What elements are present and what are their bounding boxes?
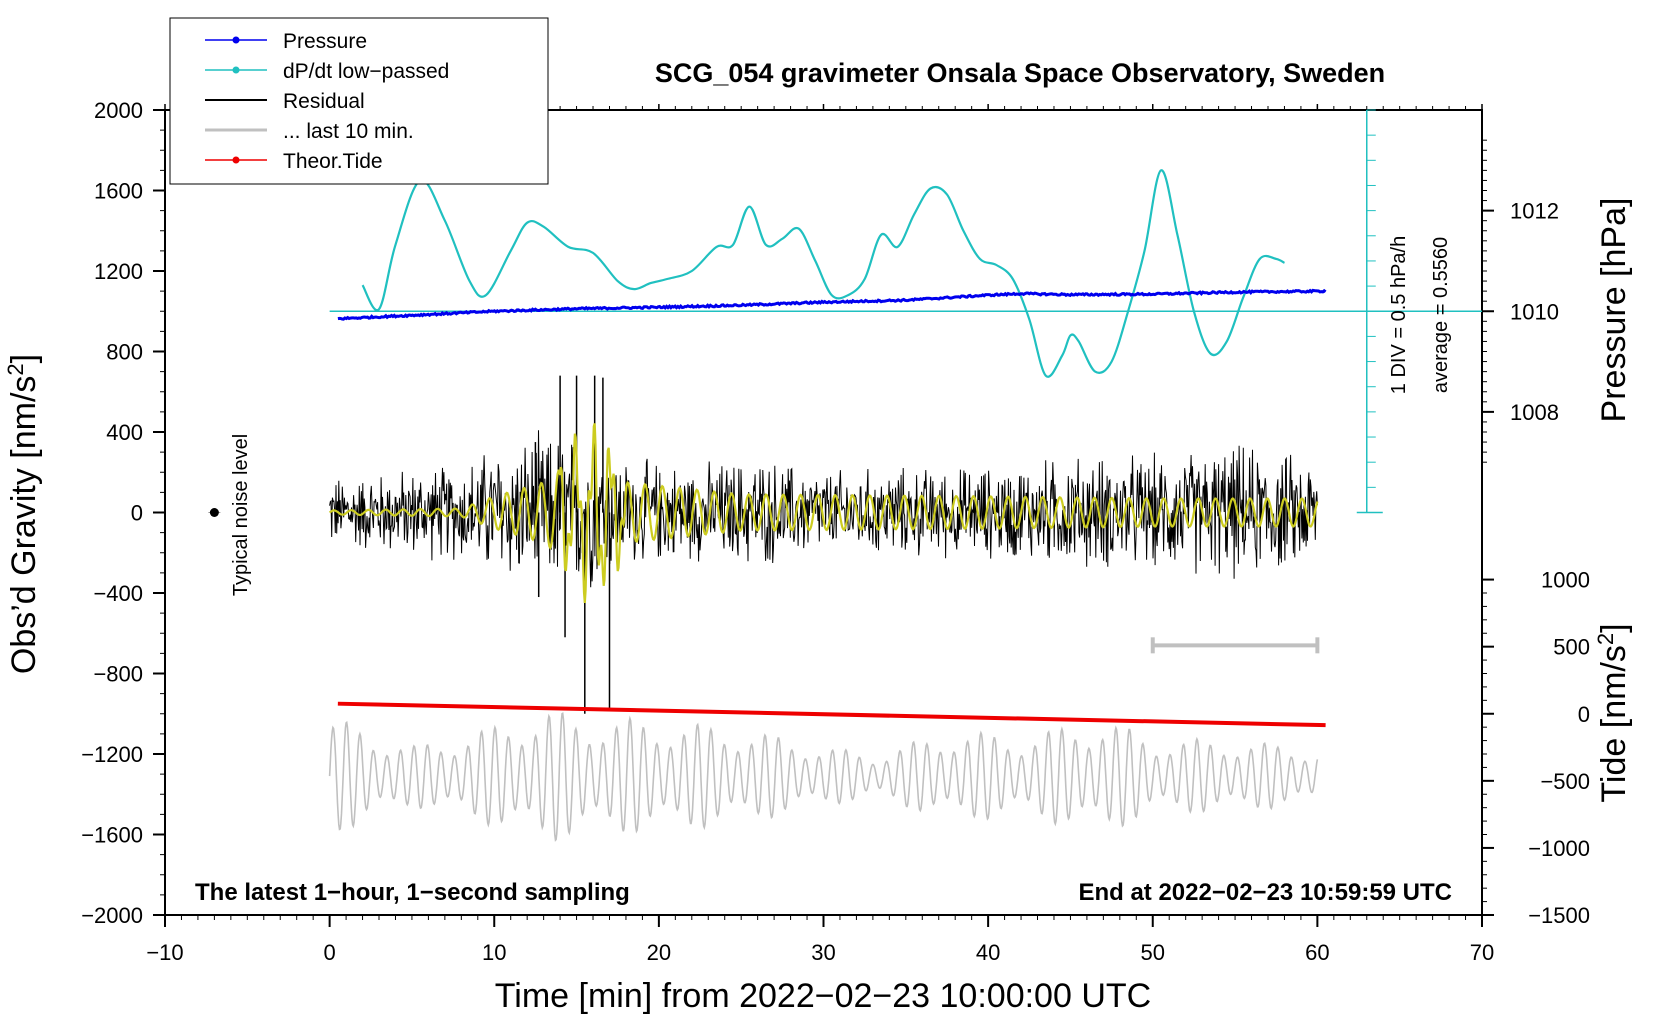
axis-ticks [153,104,1494,927]
y-axis-title-tide-main: Tide [nm/s [1595,645,1633,802]
y-tick-label: −1600 [81,823,143,848]
x-tick-label: 60 [1305,940,1329,965]
tick-labels: −10 0 10 20 30 40 50 60 70 2000 1600 1200 800 400 0 −40… [81,98,1590,965]
x-tick-label: 10 [482,940,506,965]
series-pressure [337,288,1327,321]
y-axis-title-tide-tail: ] [1595,623,1633,632]
y-axis-title-tide-sup: 2 [1593,633,1618,645]
tide-tick-label: 500 [1553,635,1590,660]
legend-label-dpdt: dP/dt low−passed [283,60,449,83]
chart-title: SCG_054 gravimeter Onsala Space Observat… [655,58,1385,88]
legend-entry-residual: Residual [205,90,365,113]
y-tick-label: 800 [106,340,143,365]
series-residual [329,375,1318,714]
pressure-tick-label: 1012 [1510,199,1559,224]
legend-marker-dpdt [232,66,240,74]
x-tick-label: −10 [146,940,183,965]
dpdt-average-label: average = 0.5560 [1430,237,1452,393]
y-axis-title-gravity-sup: 2 [3,363,28,375]
series-residual-lowpass [328,423,1319,603]
chart-annotations [208,508,1320,654]
y-tick-label: −400 [93,581,143,606]
x-tick-label: 50 [1141,940,1165,965]
y-tick-label: −2000 [81,903,143,928]
x-tick-label: 40 [976,940,1000,965]
x-tick-label: 20 [647,940,671,965]
y-axis-title-gravity-main: Obs’d Gravity [nm/s [5,376,43,675]
legend-entry-last10: ... last 10 min. [205,120,414,143]
residual-lowpass-line [328,423,1319,603]
y-tick-label: −800 [93,662,143,687]
note-end-time: End at 2022−02−23 10:59:59 UTC [1078,879,1452,906]
legend-label-residual: Residual [283,90,365,113]
y-axis-title-pressure: Pressure [hPa] [1595,198,1633,423]
tide-tick-label: −1500 [1528,903,1590,928]
y-tick-label: 1200 [94,259,143,284]
legend-label-tide: Theor.Tide [283,150,383,173]
x-tick-label: 0 [324,940,336,965]
x-axis-title: Time [min] from 2022−02−23 10:00:00 UTC [495,977,1151,1015]
residual-line [329,430,1318,588]
y-axis-title-tide: Tide [nm/s2] [1593,623,1633,802]
y-tick-label: −1200 [81,742,143,767]
y-tick-label: 1600 [94,179,143,204]
noise-level-label: Typical noise level [230,434,252,596]
y-axis-title-gravity-tail: ] [5,354,43,363]
tide-tick-label: 1000 [1541,568,1590,593]
x-tick-label: 70 [1470,940,1494,965]
legend-label-last10: ... last 10 min. [283,120,414,143]
tide-tick-label: −500 [1540,769,1590,794]
legend: Pressure dP/dt low−passed Residual ... l… [169,17,549,185]
series-theor-tide [337,701,1326,728]
legend-entry-tide: Theor.Tide [205,150,383,173]
legend-entry-dpdt: dP/dt low−passed [205,60,449,83]
pressure-tick-label: 1010 [1510,299,1559,324]
tide-tick-label: −1000 [1528,836,1590,861]
legend-entry-pressure: Pressure [205,30,367,53]
y-tick-label: 400 [106,420,143,445]
y-tick-label: 2000 [94,98,143,123]
y-axis-title-gravity: Obs’d Gravity [nm/s2] [3,354,43,674]
noise-marker [209,508,219,517]
x-tick-label: 30 [811,940,835,965]
dpdt-line [361,169,1286,378]
pressure-tick-label: 1008 [1510,400,1559,425]
note-sampling: The latest 1−hour, 1−second sampling [195,879,630,906]
legend-marker-pressure [232,36,240,44]
pressure-line [337,288,1327,321]
tide-tick-label: 0 [1578,702,1590,727]
tide-line [337,701,1326,728]
y-tick-label: 0 [131,501,143,526]
last-10-min-line [328,712,1319,842]
legend-label-pressure: Pressure [283,30,367,53]
series-last-10-min [328,712,1319,842]
dpdt-div-label: 1 DIV = 0.5 hPa/h [1388,236,1410,394]
legend-marker-tide [232,156,240,164]
